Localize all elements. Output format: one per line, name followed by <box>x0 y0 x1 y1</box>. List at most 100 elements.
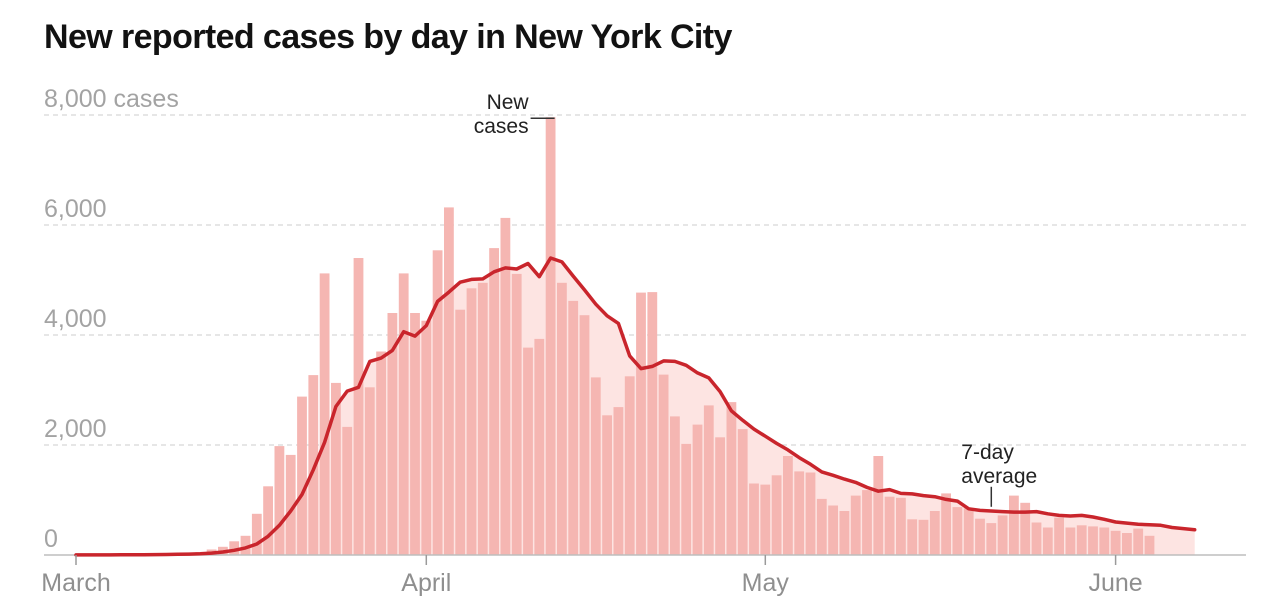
bar <box>884 496 895 555</box>
bar <box>681 443 692 555</box>
bar <box>850 495 861 555</box>
average-annotation: average <box>961 465 1037 488</box>
bar <box>376 351 386 555</box>
bar <box>760 484 771 555</box>
bar <box>828 505 838 555</box>
bar <box>1009 495 1019 555</box>
bar <box>353 258 364 555</box>
bar <box>1110 530 1121 555</box>
bar <box>692 424 703 555</box>
bar <box>432 250 443 556</box>
bar <box>636 292 646 555</box>
bar <box>816 498 827 555</box>
bar <box>477 282 488 556</box>
bar <box>715 437 725 555</box>
bar <box>557 282 567 556</box>
bar <box>466 288 477 556</box>
bar <box>941 493 951 555</box>
bar <box>568 300 579 555</box>
bar <box>534 338 545 555</box>
bar <box>1054 517 1064 555</box>
x-tick-label: May <box>742 569 790 597</box>
bar <box>749 483 759 555</box>
y-tick-label: 2,000 <box>44 415 107 443</box>
bar <box>952 507 963 555</box>
bar <box>455 309 466 555</box>
bar <box>410 313 420 555</box>
bar <box>929 511 940 555</box>
bar <box>240 535 251 556</box>
bar <box>229 541 240 556</box>
bar <box>251 513 262 556</box>
chart-title: New reported cases by day in New York Ci… <box>44 18 732 56</box>
new-cases-annotation: New <box>487 91 530 114</box>
bar <box>421 320 432 555</box>
bar <box>387 313 398 555</box>
bar <box>602 415 612 555</box>
bar <box>670 416 680 555</box>
bar <box>896 497 906 555</box>
bar <box>297 396 307 555</box>
bar <box>1065 527 1076 555</box>
bar <box>1031 522 1042 555</box>
y-tick-label: 0 <box>44 525 58 553</box>
gridlines <box>44 114 1246 446</box>
bars <box>44 117 1246 556</box>
bar <box>1076 525 1087 555</box>
bar <box>805 472 816 555</box>
bar <box>500 217 511 555</box>
bar <box>862 490 872 555</box>
bar <box>545 117 556 555</box>
bar <box>364 387 375 556</box>
bar <box>1020 502 1031 556</box>
bar <box>1088 526 1098 555</box>
bar <box>444 207 454 555</box>
bar <box>703 405 714 555</box>
bar <box>489 248 499 555</box>
x-axis: March April May June <box>41 555 1143 597</box>
bar <box>783 456 793 555</box>
y-tick-label: 4,000 <box>44 305 107 333</box>
bar <box>1122 533 1132 555</box>
y-tick-label: 8,000 cases <box>44 85 179 113</box>
bar <box>771 475 782 556</box>
x-tick-label: June <box>1088 569 1142 597</box>
bar <box>590 377 601 555</box>
bar <box>579 315 590 555</box>
bar <box>1042 527 1053 555</box>
bar <box>308 375 319 555</box>
bar <box>737 429 748 555</box>
bar <box>285 454 296 555</box>
bar <box>342 426 353 555</box>
bar <box>1099 527 1110 555</box>
bar <box>274 446 285 555</box>
average-annotation: 7-day <box>961 441 1014 464</box>
bar <box>398 273 409 555</box>
bar <box>986 523 997 555</box>
average-line-group <box>74 256 1197 557</box>
bar <box>1144 535 1155 556</box>
average-line <box>74 256 1197 557</box>
bar <box>658 374 669 555</box>
bar <box>963 508 974 556</box>
x-tick-label: March <box>41 569 110 597</box>
y-axis-labels: 0 2,000 4,000 6,000 8,000 cases <box>44 85 179 553</box>
bar <box>726 402 737 555</box>
bar <box>839 511 850 555</box>
x-tick-label: April <box>401 569 451 597</box>
bar <box>873 456 884 555</box>
bar <box>997 515 1008 555</box>
bar <box>975 518 985 555</box>
bar <box>331 382 341 555</box>
bar <box>624 376 635 556</box>
bar <box>1133 528 1144 555</box>
bar <box>523 347 533 555</box>
bar <box>613 407 624 555</box>
new-cases-annotation: cases <box>474 115 529 138</box>
bar <box>319 273 330 555</box>
bar <box>907 519 918 556</box>
bar <box>263 486 273 556</box>
bar <box>918 519 929 555</box>
